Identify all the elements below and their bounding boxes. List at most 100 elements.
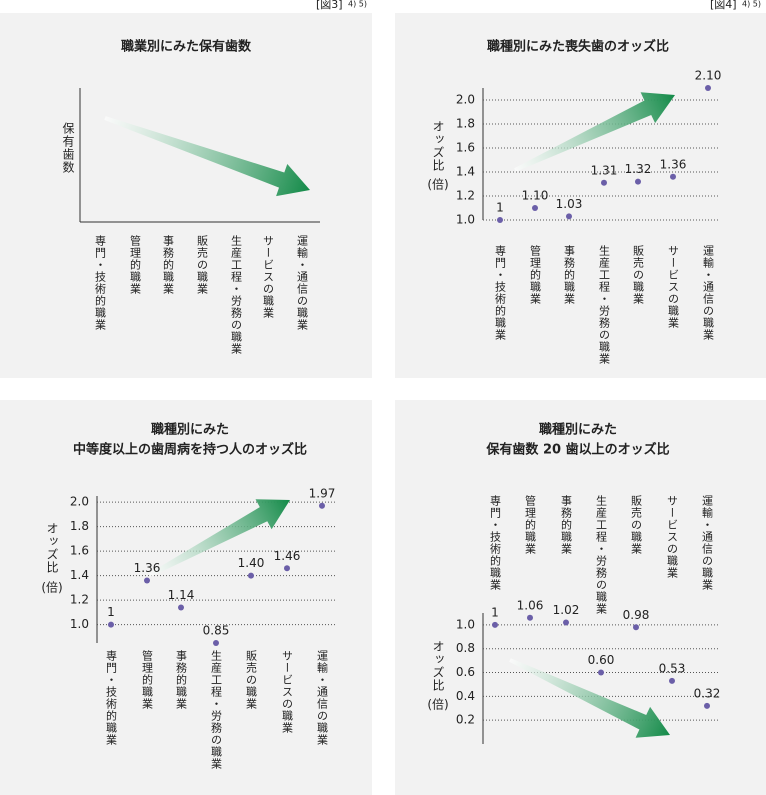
data-label: 0.53 — [659, 661, 686, 675]
chart-title: 職種別にみた — [151, 422, 229, 438]
category-label: 運輸・通信の職業 — [702, 245, 715, 341]
category-label: 事務的職業 — [175, 650, 188, 710]
chart-title: 職業別にみた保有歯数 — [121, 39, 252, 55]
y-tick-label: 1.6 — [456, 141, 475, 155]
y-axis-unit: (倍) — [427, 697, 448, 712]
category-label: 運輸・通信の職業 — [296, 235, 309, 331]
data-point — [598, 669, 604, 676]
data-point — [527, 614, 533, 621]
data-label: 1.46 — [274, 549, 301, 563]
data-label: 1 — [496, 201, 504, 215]
y-tick-label: 1.2 — [70, 593, 89, 607]
trend-arrow — [149, 499, 290, 577]
data-label: 2.10 — [695, 69, 722, 83]
category-label: 管理的職業 — [129, 234, 142, 295]
y-tick-label: 1.4 — [456, 165, 475, 179]
data-label: 0.32 — [694, 686, 721, 700]
data-point — [213, 640, 219, 646]
y-axis-unit: (倍) — [427, 177, 448, 192]
category-label: 運輸・通信の職業 — [701, 495, 714, 591]
category-label: 運輸・通信の職業 — [316, 650, 329, 746]
data-point — [319, 502, 325, 509]
y-tick-label: 1.2 — [456, 189, 475, 203]
data-label: 1.10 — [522, 189, 549, 203]
data-point — [532, 205, 538, 211]
category-label: 管理的職業 — [141, 649, 154, 710]
panel — [0, 13, 372, 378]
data-point — [705, 85, 711, 91]
category-label: 専門・技術的職業 — [489, 495, 502, 591]
data-label: 1.40 — [238, 556, 265, 570]
data-label: 1.02 — [553, 603, 580, 617]
category-label: サービスの職業 — [667, 245, 680, 329]
data-point — [670, 173, 676, 180]
y-axis-unit: (倍) — [41, 580, 62, 595]
y-tick-label: 1.0 — [70, 617, 89, 631]
category-label: 事務的職業 — [560, 495, 573, 555]
data-label: 0.85 — [203, 624, 230, 638]
category-label: 事務的職業 — [563, 245, 576, 305]
category-label: サービスの職業 — [666, 495, 679, 579]
caption-ref: 4) 5) — [348, 0, 367, 9]
panel — [0, 400, 372, 795]
y-tick-label: 1.6 — [70, 544, 89, 558]
data-point — [108, 621, 114, 628]
data-point — [492, 621, 498, 628]
category-label: 専門・技術的職業 — [94, 235, 107, 331]
category-label: 販売の職業 — [245, 650, 258, 710]
y-tick-label: 0.4 — [456, 689, 475, 703]
category-label: 生産工程・労務の職業 — [210, 649, 223, 770]
caption-ref: 4) 5) — [742, 0, 761, 9]
data-point — [704, 702, 710, 709]
data-point — [563, 619, 569, 626]
category-label: サービスの職業 — [281, 650, 294, 734]
category-label: 生産工程・労務の職業 — [230, 234, 243, 355]
data-label: 1 — [107, 605, 115, 619]
data-label: 1.36 — [134, 561, 161, 575]
data-point — [633, 624, 639, 631]
y-axis-label: オッズ比 — [431, 640, 445, 692]
category-label: 販売の職業 — [632, 245, 645, 305]
y-tick-label: 1.4 — [70, 568, 89, 582]
caption: [図4] — [710, 0, 737, 11]
trend-arrow — [509, 658, 670, 738]
chart-title: 保有歯数 20 歯以上のオッズ比 — [485, 442, 669, 458]
category-label: 販売の職業 — [630, 495, 643, 555]
data-point — [497, 217, 503, 223]
data-label: 1 — [491, 605, 499, 619]
y-tick-label: 2.0 — [456, 93, 475, 107]
category-label: 専門・技術的職業 — [105, 650, 118, 746]
chart-title: 中等度以上の歯周病を持つ人のオッズ比 — [73, 442, 307, 458]
panel — [395, 13, 766, 378]
y-axis-label: オッズ比 — [45, 522, 59, 574]
trend-arrow — [514, 92, 675, 172]
data-point — [635, 178, 641, 185]
category-label: 生産工程・労務の職業 — [595, 494, 608, 615]
category-label: サービスの職業 — [262, 235, 275, 319]
data-label: 1.36 — [660, 157, 687, 171]
data-label: 1.31 — [591, 163, 618, 177]
y-tick-label: 1.8 — [456, 117, 475, 131]
category-label: 事務的職業 — [162, 235, 175, 295]
y-tick-label: 1.0 — [456, 617, 475, 631]
y-tick-label: 0.6 — [456, 665, 475, 679]
data-label: 0.60 — [588, 653, 615, 667]
y-tick-label: 1.0 — [456, 213, 475, 227]
trend-arrow — [104, 116, 310, 197]
category-label: 生産工程・労務の職業 — [598, 244, 611, 365]
category-label: 専門・技術的職業 — [494, 245, 507, 341]
data-point — [248, 572, 254, 579]
y-tick-label: 0.2 — [456, 713, 475, 727]
data-label: 1.14 — [168, 588, 195, 602]
chart-title: 職種別にみた喪失歯のオッズ比 — [487, 39, 669, 55]
y-tick-label: 0.8 — [456, 641, 475, 655]
y-axis-label: オッズ比 — [431, 120, 445, 172]
data-point — [566, 213, 572, 220]
y-tick-label: 1.8 — [70, 519, 89, 533]
data-label: 0.98 — [623, 608, 650, 622]
data-point — [178, 604, 184, 611]
panel — [395, 400, 766, 795]
y-axis-label: 保有歯数 — [61, 122, 75, 174]
chart-title: 職種別にみた — [539, 422, 617, 438]
